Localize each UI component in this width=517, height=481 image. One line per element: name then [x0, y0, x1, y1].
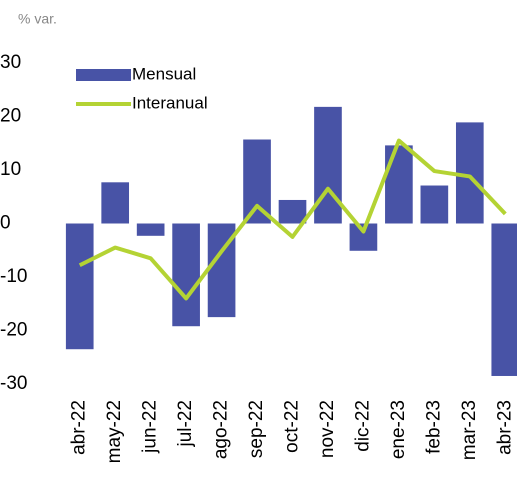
bar: [385, 145, 413, 224]
bar: [101, 182, 130, 224]
bar: [455, 122, 484, 224]
y-tick-label: -20: [0, 320, 27, 341]
x-tick-label: dic-22: [352, 400, 373, 452]
bar: [65, 223, 94, 350]
x-tick-label: sep-22: [246, 400, 267, 458]
y-tick-label: 20: [0, 106, 21, 127]
bar: [491, 223, 517, 376]
x-tick-label: abr-22: [69, 400, 90, 455]
line: [78, 138, 507, 301]
y-tick-label: -10: [0, 266, 27, 287]
x-tick-label: feb-23: [423, 400, 444, 454]
x-tick-label: abr-23: [494, 400, 515, 455]
y-tick-label: 10: [0, 159, 21, 180]
y-axis-label: % var.: [18, 11, 57, 27]
x-tick-label: ago-22: [211, 400, 232, 459]
x-tick-label: may-22: [104, 400, 125, 463]
x-tick-label: oct-22: [282, 400, 303, 453]
legend-label: Mensual: [132, 64, 196, 83]
legend-swatch: [76, 69, 131, 81]
bar: [420, 185, 449, 224]
bar: [172, 223, 200, 327]
x-tick-label: nov-22: [317, 400, 338, 458]
x-tick-label: ene-23: [388, 400, 409, 459]
bar: [314, 106, 342, 224]
x-tick-label: jul-22: [175, 400, 196, 447]
legend-label: Interanual: [132, 93, 208, 112]
y-tick-label: 30: [0, 52, 21, 73]
x-tick-label: mar-23: [459, 400, 480, 460]
bar: [243, 139, 271, 224]
bar: [136, 223, 165, 236]
x-tick-label: jun-22: [140, 400, 161, 454]
bar: [278, 199, 307, 224]
y-tick-label: 0: [0, 213, 11, 234]
y-tick-label: -30: [0, 373, 27, 394]
